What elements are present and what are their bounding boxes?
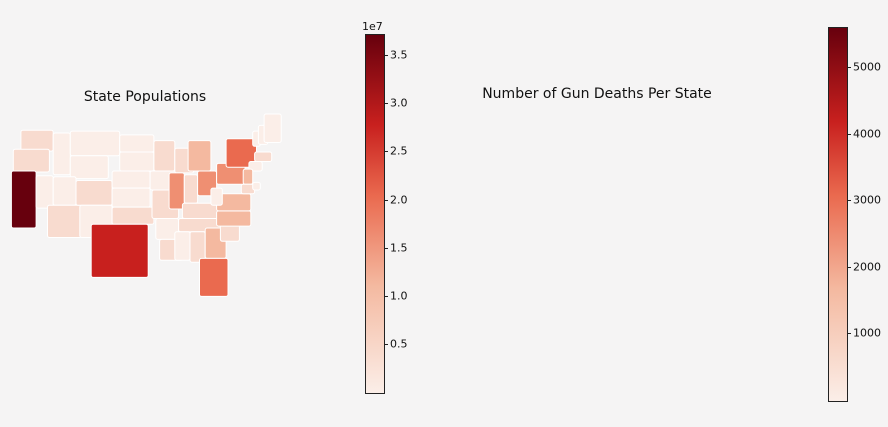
colorbar-populations [365,34,385,394]
colorbar-tick-mark [847,133,851,135]
colorbar-tick-label: 1.5 [390,241,408,255]
state-region-mi [187,140,212,172]
state-region-ut [52,176,77,206]
state-region-nj [242,168,254,185]
colorbar-tick-label: 2000 [853,260,881,274]
state-region-co [75,180,113,206]
map-panel-gun-deaths: Number of Gun Deaths Per State 1000 2000 3… [444,0,888,427]
state-region-mt [69,130,121,157]
state-region-az [47,204,83,238]
state-region-tx [90,223,149,278]
state-region-or [12,148,50,173]
state-region-me [263,113,282,143]
colorbar-tick-label: 0.5 [390,337,408,351]
state-region-wa [20,129,54,152]
colorbar-tick-mark [384,343,388,345]
colorbar-tick-mark [384,199,388,201]
state-region-sd [119,151,155,172]
state-region-ms [174,231,191,261]
colorbar-tick-mark [384,247,388,249]
state-region-ct [248,161,263,172]
colorbar-tick-mark [847,66,851,68]
state-region-in [183,174,199,204]
state-region-nv [35,175,54,209]
map-panel-populations: State Populations 1e7 0.5 1.0 1.5 2.0 2.5 3.0… [10,20,408,394]
state-region-wy [69,155,109,180]
colorbar-tick-mark [384,151,388,153]
state-region-de [252,181,261,191]
colorbar-tick-mark [847,266,851,268]
state-region-ma [254,151,273,162]
colorbar-tick-label: 5000 [853,60,881,74]
state-region-ks [111,187,151,208]
state-region-fl [199,257,229,297]
colorbar-exponent-label: 1e7 [362,20,383,33]
colorbar-tick-label: 2.0 [390,193,408,207]
colorbar-tick-mark [384,55,388,57]
colorbar-tick-mark [384,295,388,297]
colorbar-tick-label: 4000 [853,127,881,141]
colorbar-tick-mark [384,103,388,105]
state-region-ne [111,170,151,189]
state-region-ca [10,170,37,229]
state-region-wv [210,187,223,206]
colorbar-gun-deaths [828,27,848,402]
map-title: Number of Gun Deaths Per State [482,86,712,102]
us-map-populations [10,113,282,297]
colorbar-tick-label: 3.0 [390,96,408,110]
colorbar-tick-label: 1.0 [390,289,408,303]
state-region-ok [111,206,155,225]
colorbar-tick-mark [847,200,851,202]
state-region-al [189,231,206,263]
colorbar-tick-label: 3000 [853,193,881,207]
colorbar-tick-label: 1000 [853,326,881,340]
colorbar-tick-label: 3.5 [390,48,408,62]
state-region-nc [216,210,252,227]
state-region-sc [219,223,240,242]
us-map-gun-deaths [444,0,888,427]
state-region-nd [119,134,155,153]
state-region-id [52,132,71,176]
colorbar-tick-mark [847,333,851,335]
state-region-mn [153,140,176,172]
colorbar-tick-label: 2.5 [390,144,408,158]
map-title: State Populations [83,89,207,105]
state-region-il [168,172,185,210]
